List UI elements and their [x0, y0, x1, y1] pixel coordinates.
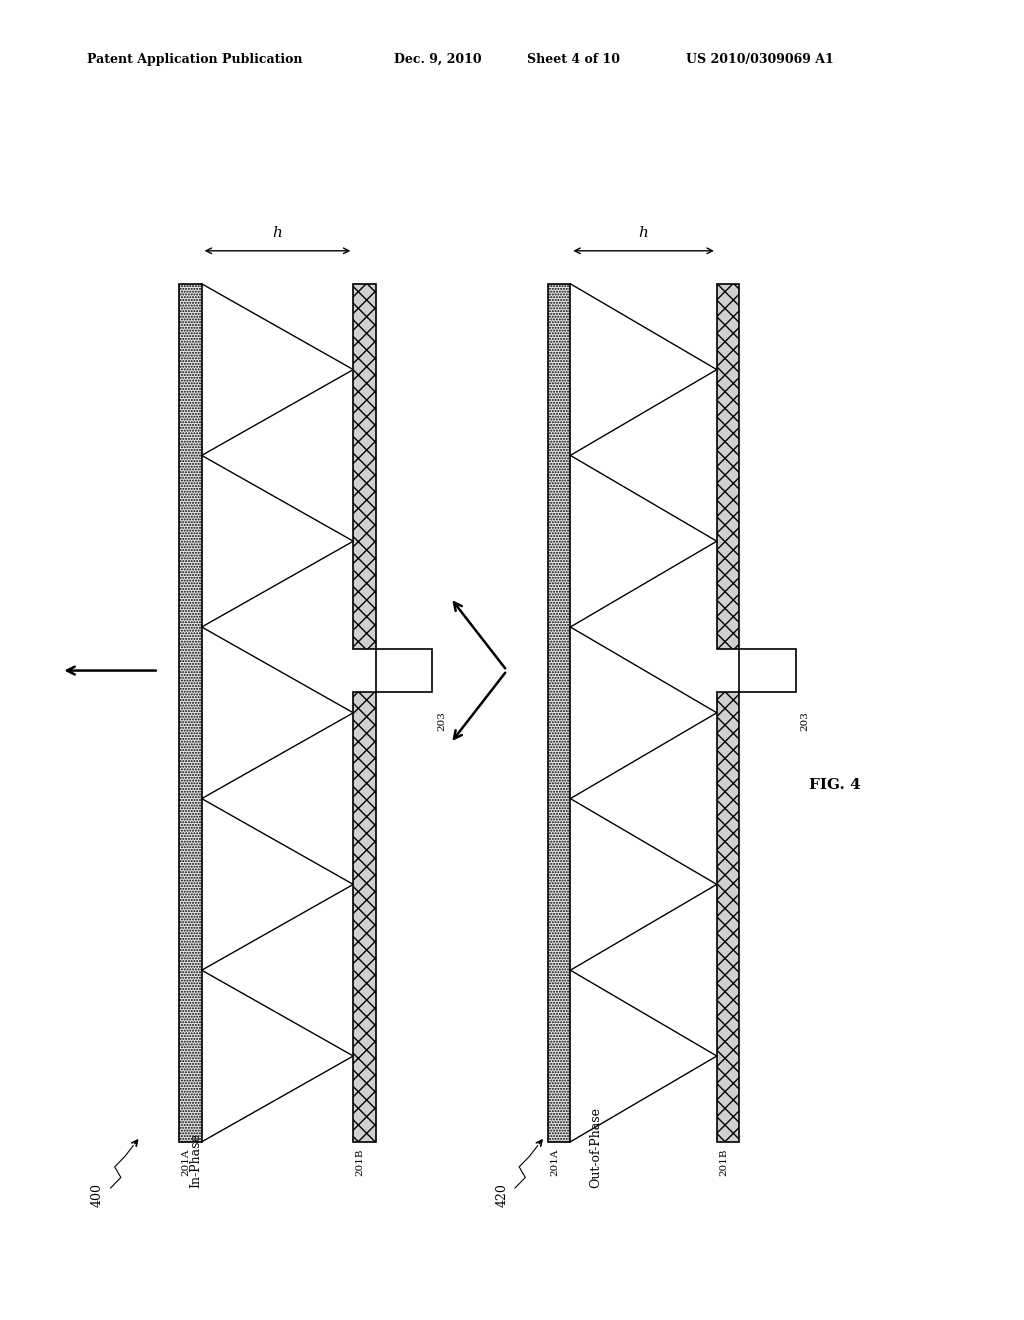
- Text: Patent Application Publication: Patent Application Publication: [87, 53, 302, 66]
- Bar: [376, 649, 432, 692]
- Text: 400: 400: [91, 1183, 103, 1206]
- Text: 203: 203: [437, 711, 446, 731]
- Bar: [353, 284, 376, 649]
- Text: 203: 203: [801, 711, 810, 731]
- Bar: [739, 649, 796, 692]
- Text: 201B: 201B: [355, 1148, 365, 1176]
- Text: 201A: 201A: [181, 1148, 190, 1176]
- Text: Out-of-Phase: Out-of-Phase: [589, 1107, 602, 1188]
- Text: US 2010/0309069 A1: US 2010/0309069 A1: [686, 53, 834, 66]
- Text: Sheet 4 of 10: Sheet 4 of 10: [527, 53, 621, 66]
- Text: h: h: [639, 226, 648, 240]
- Bar: [717, 284, 739, 649]
- Text: 201B: 201B: [719, 1148, 728, 1176]
- Text: 420: 420: [496, 1183, 508, 1206]
- Text: h: h: [272, 226, 283, 240]
- Bar: [717, 692, 739, 1142]
- Text: Dec. 9, 2010: Dec. 9, 2010: [394, 53, 482, 66]
- Bar: [548, 284, 570, 1142]
- Text: FIG. 4: FIG. 4: [809, 779, 861, 792]
- Bar: [353, 692, 376, 1142]
- Text: In-Phase: In-Phase: [189, 1133, 203, 1188]
- Text: 201A: 201A: [550, 1148, 559, 1176]
- Bar: [179, 284, 202, 1142]
